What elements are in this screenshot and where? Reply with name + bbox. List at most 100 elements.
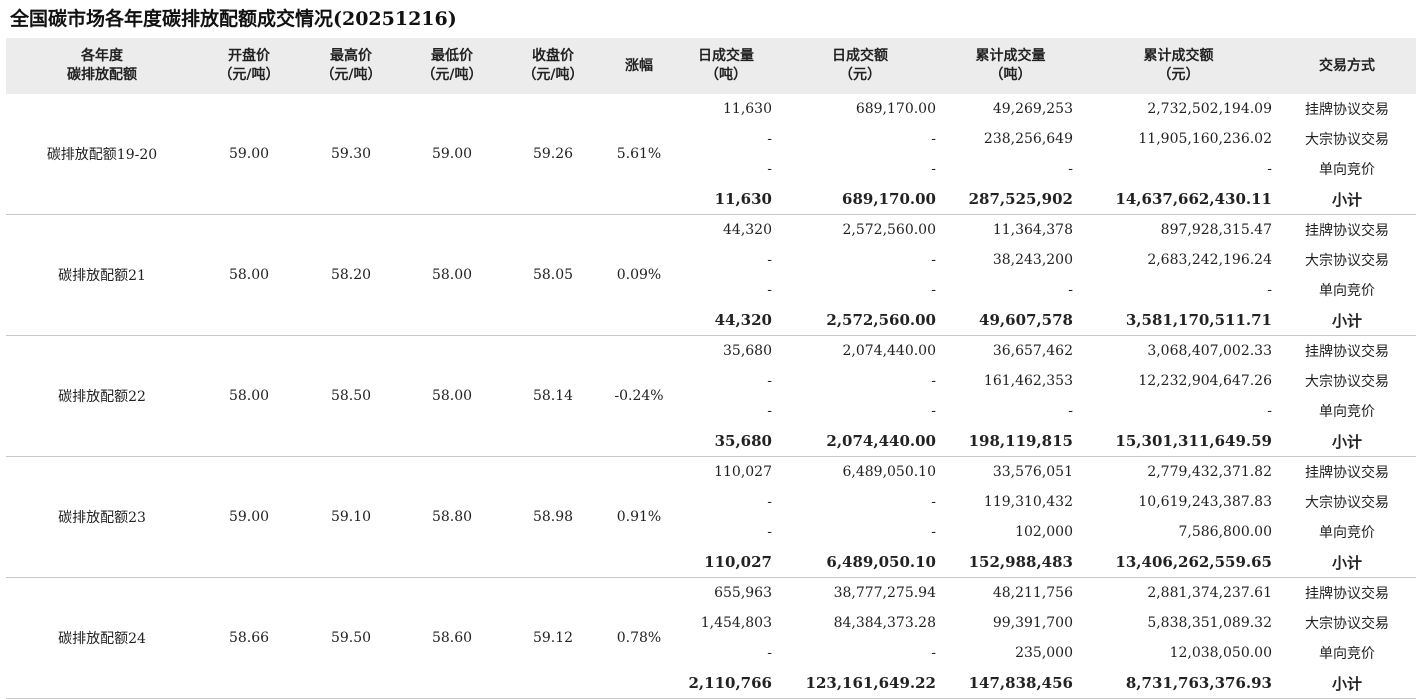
- header-high-price-line: （元/吨）: [320, 67, 382, 83]
- low-price: 58.00: [402, 214, 502, 336]
- trade-method: 单向竞价: [1319, 162, 1375, 178]
- header-daily-amount: 日成交额 （元）: [778, 38, 942, 94]
- daily-volume: -: [767, 494, 772, 510]
- table-row: - - 235,000 12,038,050.00 单向竞价: [6, 638, 1416, 668]
- trade-method: 单向竞价: [1319, 283, 1375, 299]
- high-price: 59.50: [300, 577, 402, 699]
- header-year-allowance-line: 碳排放配额: [67, 67, 137, 83]
- cumulative-amount: 3,581,170,511.71: [1079, 305, 1278, 336]
- header-low-price-line: 最低价: [431, 48, 473, 64]
- daily-amount: -: [931, 373, 936, 389]
- cumulative-amount: 11,905,160,236.02: [1138, 131, 1272, 147]
- header-year-allowance-line: 各年度: [81, 48, 123, 64]
- daily-amount: 123,161,649.22: [778, 668, 942, 699]
- cumulative-amount: 2,732,502,194.09: [1147, 101, 1272, 117]
- high-price: 58.50: [300, 335, 402, 457]
- trade-method: 小计: [1278, 305, 1416, 336]
- daily-amount: -: [931, 645, 936, 661]
- trade-method: 大宗协议交易: [1305, 374, 1389, 390]
- high-price: 58.20: [300, 214, 402, 336]
- daily-amount: 689,170.00: [855, 101, 936, 117]
- cumulative-volume: 49,607,578: [942, 305, 1079, 336]
- table-row: - - - - 单向竞价: [6, 154, 1416, 184]
- subtotal-row: 35,680 2,074,440.00 198,119,815 15,301,311,…: [6, 426, 1416, 457]
- cumulative-amount: 12,038,050.00: [1169, 645, 1272, 661]
- cumulative-volume: 152,988,483: [942, 547, 1079, 578]
- header-close-price-line: 收盘价: [532, 48, 574, 64]
- cumulative-amount: 12,232,904,647.26: [1138, 373, 1272, 389]
- cumulative-volume: 287,525,902: [942, 184, 1079, 215]
- cumulative-amount: 14,637,662,430.11: [1079, 184, 1278, 215]
- close-price: 58.05: [502, 214, 604, 336]
- daily-volume: 35,680: [723, 343, 772, 359]
- cumulative-amount: 2,683,242,196.24: [1147, 252, 1272, 268]
- daily-volume: 110,027: [674, 547, 778, 578]
- subtotal-row: 44,320 2,572,560.00 49,607,578 3,581,170,51…: [6, 305, 1416, 336]
- cumulative-amount: 2,779,432,371.82: [1147, 464, 1272, 480]
- daily-amount: -: [931, 161, 936, 177]
- header-daily-volume: 日成交量 （吨）: [674, 38, 778, 94]
- cumulative-amount: 15,301,311,649.59: [1079, 426, 1278, 457]
- table-row: 碳排放配额19-20 59.00 59.30 59.00 59.26 5.61% 11,63…: [6, 94, 1416, 215]
- daily-amount: -: [931, 282, 936, 298]
- trade-method: 小计: [1278, 668, 1416, 699]
- cumulative-amount: 3,068,407,002.33: [1147, 343, 1272, 359]
- table-row: - - 38,243,200 2,683,242,196.24 大宗协议交易: [6, 245, 1416, 275]
- daily-amount: -: [931, 524, 936, 540]
- table-row: - - 161,462,353 12,232,904,647.26 大宗协议交易: [6, 366, 1416, 396]
- trade-method: 单向竞价: [1319, 404, 1375, 420]
- cumulative-amount: -: [1267, 161, 1272, 177]
- cumulative-volume: 161,462,353: [983, 373, 1073, 389]
- trade-method: 大宗协议交易: [1305, 495, 1389, 511]
- cumulative-volume: 235,000: [1015, 645, 1073, 661]
- daily-volume: 44,320: [674, 305, 778, 336]
- cumulative-volume: 11,364,378: [992, 222, 1073, 238]
- header-cumulative-amount: 累计成交额 （元）: [1079, 38, 1278, 94]
- daily-volume: -: [767, 161, 772, 177]
- daily-volume: 1,454,803: [700, 615, 772, 631]
- header-high-price-line: 最高价: [330, 48, 372, 64]
- header-cumulative-amount-line: （元）: [1157, 67, 1200, 83]
- change-pct: -0.24%: [604, 335, 674, 457]
- header-year-allowance: 各年度 碳排放配额: [6, 38, 198, 94]
- header-daily-volume-line: （吨）: [705, 67, 747, 83]
- header-low-price-line: （元/吨）: [421, 67, 483, 83]
- close-price: 58.14: [502, 335, 604, 457]
- header-cumulative-volume-line: 累计成交量: [975, 48, 1046, 64]
- trade-method: 挂牌协议交易: [1305, 344, 1389, 360]
- low-price: 58.00: [402, 335, 502, 457]
- cumulative-amount: 8,731,763,376.93: [1079, 668, 1278, 699]
- trade-method: 挂牌协议交易: [1305, 586, 1389, 602]
- trade-method: 大宗协议交易: [1305, 132, 1389, 148]
- table-body: 碳排放配额19-20 59.00 59.30 59.00 59.26 5.61% 11,63…: [6, 94, 1416, 699]
- allowance-name: 碳排放配额24: [6, 577, 198, 699]
- table-row: - - - - 单向竞价: [6, 396, 1416, 426]
- cumulative-volume: 48,211,756: [992, 585, 1073, 601]
- trade-method: 单向竞价: [1319, 646, 1375, 662]
- header-trade-method-line: 交易方式: [1319, 57, 1375, 74]
- daily-amount: 2,074,440.00: [842, 343, 936, 359]
- open-price: 58.00: [198, 214, 300, 336]
- daily-amount: 6,489,050.10: [778, 547, 942, 578]
- header-trade-method: 交易方式: [1278, 38, 1416, 94]
- change-pct: 0.09%: [604, 214, 674, 336]
- daily-volume: -: [767, 524, 772, 540]
- cumulative-volume: -: [1068, 161, 1073, 177]
- carbon-trading-table: 各年度 碳排放配额 开盘价 （元/吨） 最高价 （元/吨） 最低价 （元/吨） 收盘价 （元/吨）…: [6, 38, 1416, 699]
- daily-volume: 2,110,766: [674, 668, 778, 699]
- cumulative-volume: 36,657,462: [992, 343, 1073, 359]
- cumulative-volume: 119,310,432: [983, 494, 1073, 510]
- table-header: 各年度 碳排放配额 开盘价 （元/吨） 最高价 （元/吨） 最低价 （元/吨） 收盘价 （元/吨）…: [6, 38, 1416, 94]
- trade-method: 大宗协议交易: [1305, 616, 1389, 632]
- subtotal-row: 110,027 6,489,050.10 152,988,483 13,406,262…: [6, 547, 1416, 578]
- header-daily-amount-line: 日成交额: [832, 48, 888, 64]
- header-change-line: 涨幅: [625, 57, 653, 74]
- cumulative-amount: 897,928,315.47: [1160, 222, 1272, 238]
- daily-amount: -: [931, 252, 936, 268]
- table-row: 碳排放配额23 59.00 59.10 58.80 58.98 0.91% 110,027 6…: [6, 456, 1416, 578]
- low-price: 58.60: [402, 577, 502, 699]
- daily-volume: -: [767, 645, 772, 661]
- trade-method: 小计: [1278, 184, 1416, 215]
- daily-volume: 655,963: [714, 585, 772, 601]
- table-row: - - - - 单向竞价: [6, 275, 1416, 305]
